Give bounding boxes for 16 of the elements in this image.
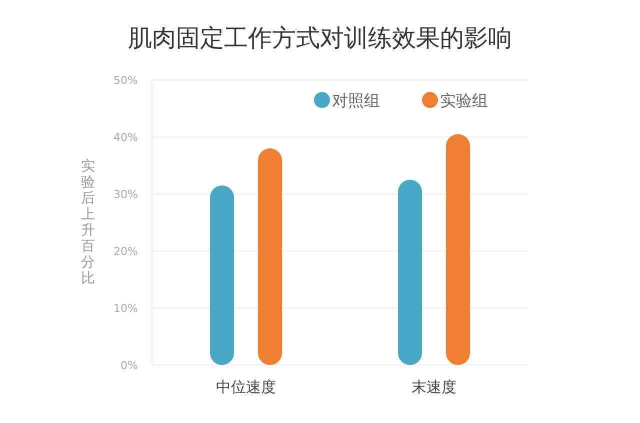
bar [398,180,422,365]
y-tick-label: 40% [114,131,138,144]
y-tick-label: 0% [120,359,138,372]
y-tick-label: 50% [114,74,138,87]
legend-label: 实验组 [440,91,488,110]
chart-title: 肌肉固定工作方式对训练效果的影响 [128,24,512,52]
x-tick-label: 末速度 [412,378,456,396]
y-tick-label: 30% [114,188,138,201]
y-axis-title: 实验后上升百分比 [81,158,95,286]
x-tick-label: 中位速度 [216,378,276,396]
bar [210,185,234,365]
y-tick-label: 10% [114,302,138,315]
legend-label: 对照组 [332,91,380,110]
bar [446,134,470,365]
bar [258,148,282,365]
y-tick-label: 20% [114,245,138,258]
